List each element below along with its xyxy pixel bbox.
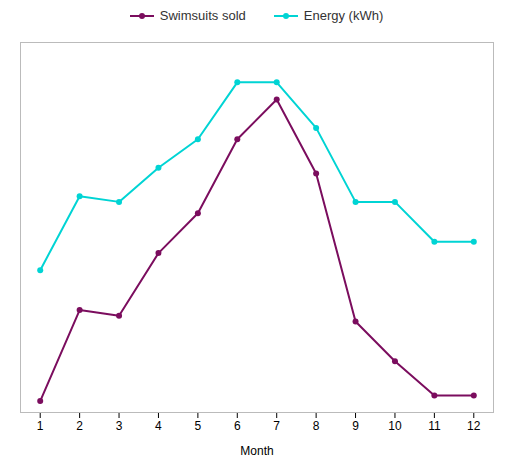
svg-text:9: 9 <box>352 419 359 433</box>
svg-text:10: 10 <box>388 419 402 433</box>
svg-text:1: 1 <box>37 419 44 433</box>
html-text:Swimsuits sold: Swimsuits sold <box>159 8 246 23</box>
svg-text:5: 5 <box>195 419 202 433</box>
svg-text:7: 7 <box>273 419 280 433</box>
svg-text:12: 12 <box>467 419 481 433</box>
svg-text:8: 8 <box>313 419 320 433</box>
svg-text:3: 3 <box>116 419 123 433</box>
svg-text:6: 6 <box>234 419 241 433</box>
svg-text:11: 11 <box>428 419 441 433</box>
svg-text:Month: Month <box>240 444 273 458</box>
html-text:Energy (kWh): Energy (kWh) <box>303 8 384 23</box>
svg-text:2: 2 <box>76 419 83 433</box>
svg-text:4: 4 <box>155 419 162 433</box>
